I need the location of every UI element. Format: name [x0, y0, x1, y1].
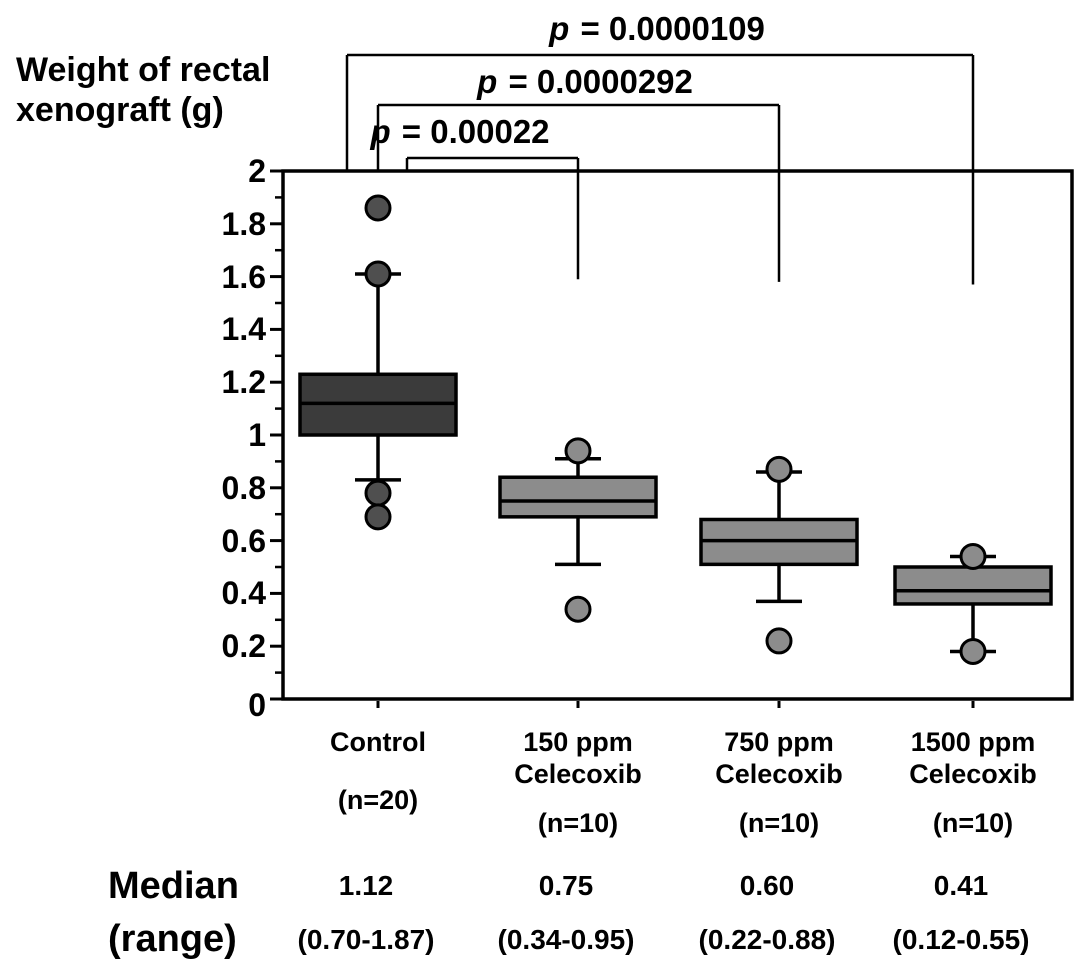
median-value-2: 0.60: [739, 870, 795, 901]
group-name-line: 750 ppm: [724, 727, 834, 757]
outlier-dot: [364, 479, 392, 507]
y-tick-label-0.2: 0.2: [221, 628, 266, 665]
y-tick-label-1: 1: [248, 417, 266, 453]
group-n-label: (n=10): [537, 808, 619, 838]
group-name-line: 1500 ppm: [910, 727, 1036, 757]
group-n-label: (n=10): [932, 808, 1014, 838]
y-tick-label-0.6: 0.6: [221, 522, 266, 559]
outlier-dot: [959, 637, 987, 665]
median-row-label: Median: [108, 865, 239, 907]
y-tick-label-1.4: 1.4: [221, 311, 266, 348]
group-label-2: 750 ppm Celecoxib (n=10): [664, 726, 894, 839]
range-row-label: (range): [108, 918, 237, 960]
group-name-line: Celecoxib: [514, 759, 642, 789]
group-name-line: 150 ppm: [523, 727, 633, 757]
box-3: [893, 565, 1053, 606]
y-axis-title-line-2: xenograft (g): [16, 91, 224, 129]
group-label-3: 1500 ppm Celecoxib (n=10): [858, 726, 1087, 839]
outlier-dot: [364, 503, 392, 531]
group-name-line: Celecoxib: [909, 759, 1037, 789]
range-value-3: (0.12-0.55): [892, 924, 1030, 955]
box-1: [498, 475, 658, 519]
range-value-1: (0.34-0.95): [497, 924, 635, 955]
outlier-dot: [564, 437, 592, 465]
group-name-line: Control: [330, 727, 426, 757]
outlier-dot: [765, 627, 793, 655]
y-tick-label-0.8: 0.8: [221, 469, 266, 506]
outlier-dot: [959, 542, 987, 570]
group-n-label: (n=10): [738, 808, 820, 838]
p-value-label-0: p = 0.0000109: [549, 10, 765, 47]
y-tick-label-2: 2: [248, 153, 266, 189]
group-name-line: Celecoxib: [715, 759, 843, 789]
outlier-dot: [364, 260, 392, 288]
range-value-0: (0.70-1.87): [297, 924, 435, 955]
y-axis-title: Weight of rectal xenograft (g): [16, 50, 270, 130]
group-n-label: (n=20): [337, 785, 419, 815]
y-tick-label-1.2: 1.2: [221, 364, 266, 401]
y-tick-label-1.6: 1.6: [221, 258, 266, 295]
y-axis-title-line-1: Weight of rectal: [16, 51, 271, 89]
y-tick-label-0: 0: [248, 687, 266, 723]
outlier-dot: [364, 194, 392, 222]
group-label-1: 150 ppm Celecoxib (n=10): [463, 726, 693, 839]
outlier-dot: [765, 455, 793, 483]
range-value-2: (0.22-0.88): [698, 924, 836, 955]
median-value-1: 0.75: [538, 870, 594, 901]
p-value-label-1: p = 0.0000292: [477, 63, 693, 100]
group-label-0: Control (n=20): [263, 726, 493, 816]
y-tick-label-1.8: 1.8: [221, 205, 266, 242]
p-value-label-2: p = 0.00022: [370, 113, 550, 150]
outlier-dot: [564, 595, 592, 623]
median-value-3: 0.41: [933, 870, 989, 901]
median-value-0: 1.12: [338, 870, 394, 901]
y-tick-label-0.4: 0.4: [221, 575, 266, 612]
